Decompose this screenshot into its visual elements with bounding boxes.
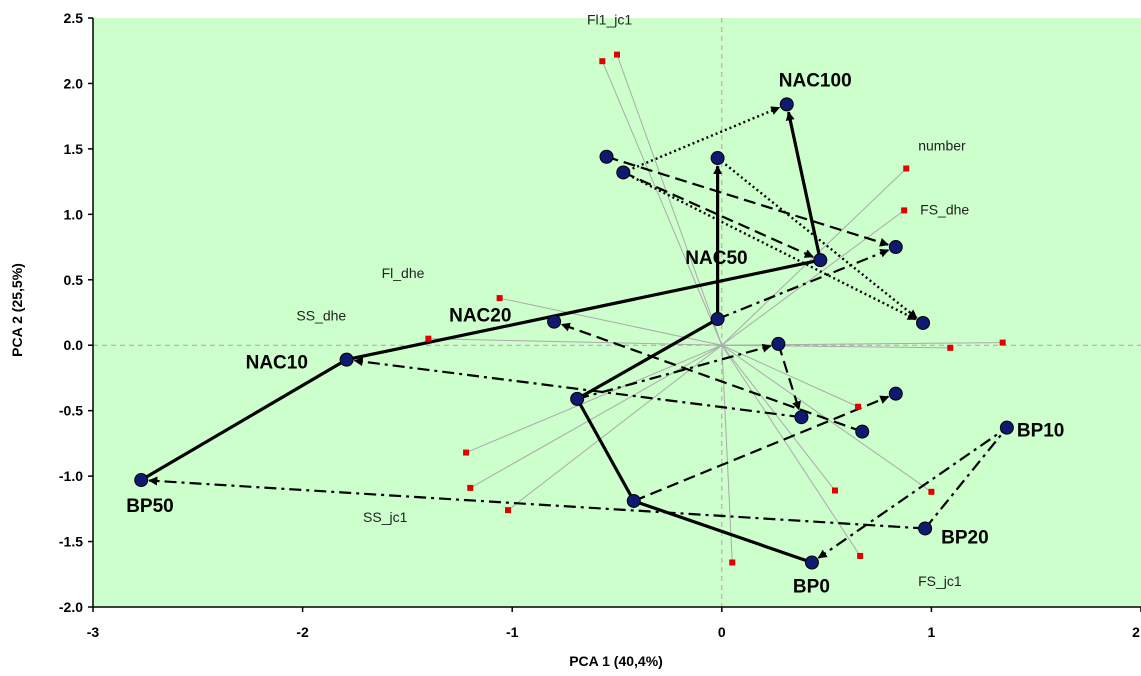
observation-marker-16 [794,410,809,425]
observation-label-2: NAC20 [449,306,511,327]
loading-line-9 [465,344,722,454]
x-tick-label-0: -3 [87,624,100,640]
observation-marker-8 [599,149,614,164]
y-tick-label-1: -1.5 [59,534,83,550]
y-tick-label-7: 1.5 [64,141,84,157]
variable-marker-8 [855,403,862,410]
observation-marker-6 [918,521,933,536]
observation-marker-3 [339,352,354,367]
trajectory-dashed-2 [606,155,889,247]
observation-marker-13 [710,312,725,327]
variable-marker-1 [599,58,606,65]
observation-marker-4 [134,473,149,488]
loading-line-1 [601,60,723,346]
y-tick-label-3: -0.5 [59,403,83,419]
observation-marker-14 [771,336,786,351]
observation-label-0: NAC100 [779,70,852,91]
x-tick-label-1: -2 [296,624,309,640]
variable-marker-14 [857,552,864,559]
y-tick-label-6: 1.0 [64,206,84,222]
observation-label-3: NAC10 [246,353,308,374]
observation-label-7: BP0 [793,576,830,597]
observation-label-1: NAC50 [685,248,747,269]
observation-marker-5 [999,420,1014,435]
trajectory-solid-1 [140,111,822,482]
variable-marker-6 [947,344,954,351]
observation-marker-9 [616,165,631,180]
observation-marker-7 [804,555,819,570]
variable-label-0: Fl1_jc1 [587,12,632,28]
variable-marker-10 [467,484,474,491]
variable-label-5: SS_dhe [296,308,346,324]
observation-label-5: BP10 [1017,421,1065,442]
loading-line-3 [721,210,905,346]
variable-label-2: number [918,138,966,154]
y-tick-label-8: 2.0 [64,75,84,91]
x-tick-label-4: 1 [928,624,936,640]
observation-marker-17 [855,424,870,439]
variable-marker-12 [831,487,838,494]
variable-marker-11 [505,507,512,514]
observation-marker-0 [779,97,794,112]
variable-label-3: FS_dhe [920,201,969,217]
variable-marker-0 [614,51,620,58]
y-tick-label-9: 2.5 [64,10,84,26]
observation-marker-10 [710,151,725,166]
observation-marker-12 [916,315,931,330]
loading-line-10 [470,344,723,489]
trajectory-dashdot-13 [717,248,890,321]
trajectory-dashed-6 [633,395,890,503]
y-axis-title: PCA 2 (25,5%) [9,263,25,357]
trajectory-dashed-5 [777,343,801,411]
x-tick-label-5: 2 [1132,624,1140,640]
loading-line-14 [721,344,861,557]
axes: -3 -2 -1 0 1 2 -2.0 -1.5 -1.0 -0.5 0.0 0.5 1.0 1.5 2.0… [59,10,1141,640]
loading-line-2 [721,168,907,346]
trajectory-dotted-7 [622,106,781,174]
x-axis-title: PCA 1 (40,4%) [569,653,663,669]
variable-marker-15 [729,559,736,566]
y-tick-label-0: -2.0 [59,599,83,615]
trajectory-dashdot-11 [148,476,926,530]
loading-line-12 [721,344,836,491]
variable-label-14: FS_jc1 [918,573,962,589]
loading-line-6 [721,344,951,349]
loading-line-0 [616,54,723,346]
variable-label-11: SS_jc1 [363,509,408,525]
loading-line-8 [721,344,859,408]
variable-markers [425,51,1006,566]
observation-markers [134,97,1014,570]
observation-marker-1 [813,253,828,268]
observation-marker-11 [888,240,903,255]
variable-marker-7 [999,339,1006,346]
variable-marker-13 [928,488,935,495]
x-tick-label-2: -1 [506,624,519,640]
loading-lines [428,54,1003,563]
y-tick-label-2: -1.0 [59,468,83,484]
observation-label-4: BP50 [126,496,174,517]
observation-marker-2 [547,314,562,329]
variable-marker-5 [425,335,432,342]
observation-marker-18 [888,386,903,401]
variable-marker-3 [901,207,908,214]
x-tick-label-3: 0 [718,624,726,640]
observation-marker-19 [626,493,641,508]
variable-marker-2 [903,165,910,172]
observation-marker-15 [570,391,585,406]
trajectory-dashdot-12 [576,343,772,400]
trajectory-dashed-3 [622,171,814,258]
observation-label-6: BP20 [941,527,989,548]
variable-marker-9 [463,449,470,456]
plot-area [93,18,1141,607]
y-tick-label-5: 0.5 [64,272,84,288]
trajectory-dashdot-10 [353,357,802,419]
variable-marker-4 [496,295,503,302]
loading-line-11 [507,344,723,511]
y-tick-label-4: 0.0 [64,337,84,353]
variable-label-4: Fl_dhe [382,265,425,281]
